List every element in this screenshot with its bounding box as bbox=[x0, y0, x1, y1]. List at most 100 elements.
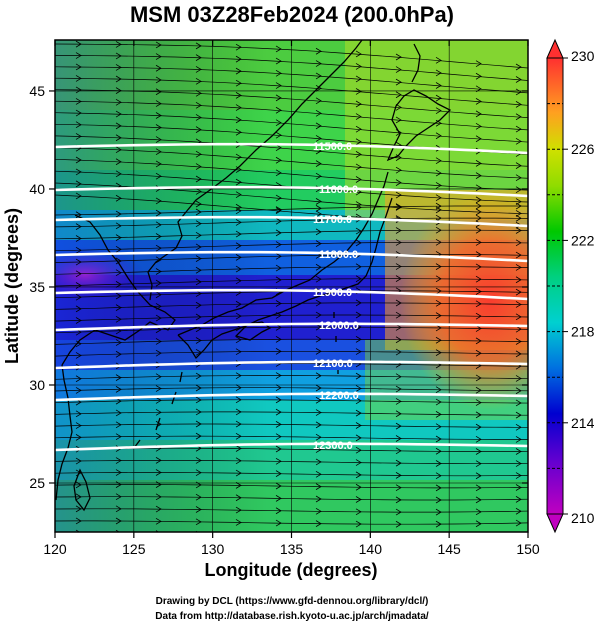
wind-arrow bbox=[355, 201, 362, 208]
wind-arrow bbox=[75, 529, 81, 532]
wind-arrow bbox=[355, 348, 362, 355]
wind-arrow bbox=[115, 350, 122, 358]
wind-arrow bbox=[316, 533, 321, 539]
wind-arrow bbox=[115, 469, 122, 476]
contour-line bbox=[55, 442, 528, 452]
wind-arrow bbox=[355, 520, 362, 528]
wind-arrow bbox=[235, 104, 242, 111]
wind-arrow bbox=[435, 287, 442, 295]
wind-arrow bbox=[395, 275, 402, 282]
wind-arrow bbox=[515, 113, 522, 121]
warm-region bbox=[400, 190, 528, 410]
wind-arrow bbox=[435, 496, 442, 504]
streamline bbox=[55, 460, 528, 465]
wind-arrow bbox=[75, 258, 82, 266]
wind-arrow bbox=[75, 481, 82, 489]
wind-arrow bbox=[395, 166, 402, 174]
wind-arrow bbox=[155, 233, 162, 240]
wind-arrow bbox=[75, 293, 82, 301]
wind-arrow bbox=[395, 398, 402, 405]
wind-arrow bbox=[395, 447, 402, 455]
wind-arrow bbox=[475, 520, 482, 528]
wind-arrow bbox=[315, 122, 322, 130]
wind-arrow bbox=[355, 385, 362, 392]
wind-arrow bbox=[355, 422, 362, 429]
wind-arrow bbox=[75, 505, 82, 513]
wind-arrow bbox=[315, 109, 322, 117]
wind-arrow bbox=[275, 372, 282, 379]
wind-arrow bbox=[395, 203, 402, 210]
wind-arrow bbox=[235, 408, 242, 416]
colorbar-top-cap bbox=[546, 38, 564, 59]
wind-arrow bbox=[395, 385, 402, 393]
wind-arrow bbox=[475, 374, 482, 382]
wind-arrow bbox=[475, 214, 482, 222]
wind-arrow bbox=[315, 240, 322, 247]
wind-arrow bbox=[275, 470, 282, 477]
streamline bbox=[55, 66, 528, 94]
wind-arrow bbox=[315, 372, 322, 380]
wind-arrow bbox=[115, 257, 122, 265]
wind-arrow bbox=[235, 277, 242, 285]
contour-line bbox=[55, 360, 528, 370]
wind-arrow bbox=[475, 349, 482, 357]
contour-label: 11700.0 bbox=[313, 214, 352, 226]
wind-arrow bbox=[275, 206, 282, 213]
wind-arrow bbox=[395, 336, 402, 344]
wind-arrow bbox=[355, 434, 362, 442]
wind-arrow bbox=[475, 110, 482, 118]
wind-arrow bbox=[395, 299, 402, 307]
wind-arrow bbox=[515, 313, 522, 321]
wind-arrow bbox=[195, 188, 202, 195]
wind-arrow bbox=[355, 323, 362, 331]
wind-arrow bbox=[115, 505, 122, 513]
wind-arrow bbox=[195, 208, 202, 216]
streamline bbox=[55, 100, 528, 131]
wind-arrow bbox=[435, 398, 442, 406]
wind-arrow bbox=[155, 268, 162, 275]
wind-arrow bbox=[475, 172, 482, 179]
wind-arrow bbox=[315, 205, 322, 212]
wind-arrow bbox=[155, 408, 162, 416]
wind-arrow bbox=[355, 50, 362, 58]
wind-arrow bbox=[195, 348, 202, 356]
wind-arrow bbox=[435, 82, 442, 89]
wind-arrow bbox=[515, 63, 522, 71]
wind-arrow bbox=[395, 520, 402, 528]
wind-arrow bbox=[195, 384, 202, 392]
wind-arrow bbox=[315, 84, 322, 92]
streamline bbox=[55, 135, 528, 167]
wind-arrow bbox=[355, 409, 362, 417]
contour-label: 12300.0 bbox=[313, 440, 353, 452]
wind-arrow bbox=[235, 494, 242, 502]
wind-arrow bbox=[155, 136, 162, 143]
wind-arrow bbox=[515, 411, 522, 419]
wind-arrow bbox=[235, 203, 242, 211]
wind-arrow bbox=[115, 75, 122, 83]
wind-arrow bbox=[395, 324, 402, 331]
wind-arrow bbox=[155, 493, 162, 501]
wind-arrow bbox=[315, 97, 322, 105]
wind-arrow bbox=[515, 239, 522, 247]
wind-arrow bbox=[395, 435, 402, 442]
x-tick-label: 150 bbox=[516, 541, 540, 557]
wind-arrow bbox=[395, 263, 402, 270]
wind-arrow bbox=[235, 116, 242, 124]
wind-arrow bbox=[235, 396, 242, 404]
wind-arrow bbox=[435, 460, 442, 467]
wind-arrow bbox=[435, 238, 442, 246]
wind-arrow bbox=[355, 125, 362, 133]
wind-arrow bbox=[475, 160, 482, 167]
colorbar-bottom-cap bbox=[546, 513, 564, 534]
wind-arrow bbox=[195, 54, 202, 61]
wind-arrow bbox=[275, 144, 282, 152]
wind-arrow bbox=[195, 42, 202, 50]
wind-arrow bbox=[315, 135, 322, 142]
wind-arrow bbox=[435, 312, 442, 319]
streamline bbox=[55, 508, 528, 513]
wind-arrow bbox=[75, 98, 82, 105]
wind-arrow bbox=[355, 100, 362, 108]
streamline bbox=[55, 278, 528, 287]
wind-arrow bbox=[435, 56, 442, 64]
wind-arrow bbox=[435, 324, 442, 332]
